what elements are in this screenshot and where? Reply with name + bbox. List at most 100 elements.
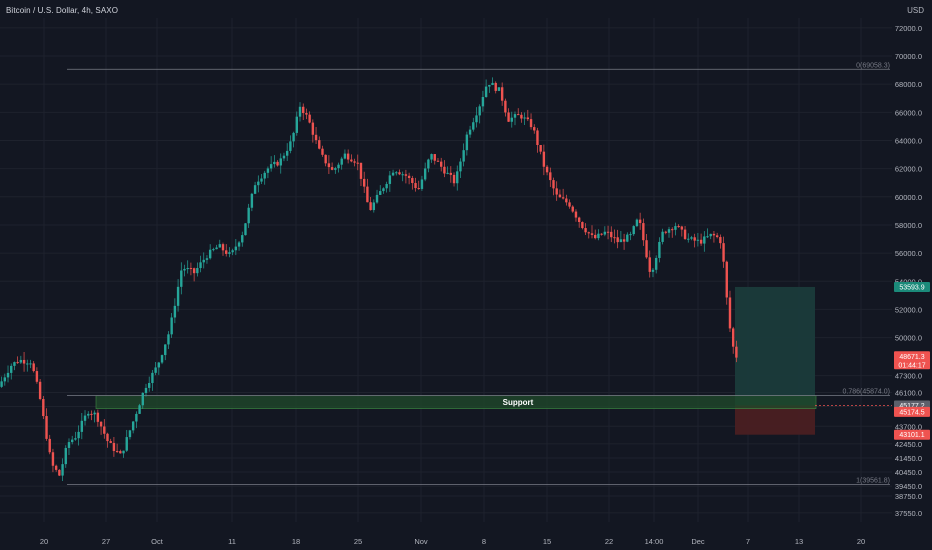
candle-body <box>533 127 536 131</box>
candle-body <box>10 365 13 373</box>
last-price-badge <box>894 351 930 370</box>
candle-body <box>292 132 295 142</box>
candle-body <box>565 198 568 203</box>
fib-0-line-label: 0(69058.3) <box>856 62 890 69</box>
candle-body <box>266 168 270 173</box>
candle-body <box>51 452 55 466</box>
candle-body <box>340 158 343 165</box>
candle-body <box>500 87 504 101</box>
candle-body <box>186 268 189 270</box>
candle-body <box>510 117 513 122</box>
stop-price-badge-text: 45174.5 <box>899 409 924 416</box>
candle-body <box>87 413 90 416</box>
candle-body <box>90 413 93 415</box>
support-zone <box>95 395 817 409</box>
candle-body <box>298 106 302 117</box>
candle-body <box>64 447 67 465</box>
candle-body <box>314 134 318 141</box>
candle-body <box>629 234 632 236</box>
y-tick-label: 43700.0 <box>895 422 922 431</box>
candle-body <box>603 231 607 235</box>
target-zone <box>735 286 815 406</box>
candle-body <box>38 381 42 399</box>
candle-body <box>622 239 626 242</box>
candle-body <box>520 114 523 119</box>
candle-body <box>189 268 193 270</box>
candle-body <box>699 239 703 244</box>
candle-body <box>173 305 177 318</box>
candle-body <box>231 250 234 253</box>
candle-body <box>241 235 244 243</box>
candle-body <box>362 178 366 187</box>
candle-body <box>465 134 469 151</box>
candle-body <box>343 153 347 159</box>
y-tick-label: 52000.0 <box>895 305 922 314</box>
candle-body <box>257 181 260 186</box>
candle-body <box>706 236 709 238</box>
candle-body <box>321 148 324 155</box>
y-tick-label: 62000.0 <box>895 165 922 174</box>
fib-786-line-label: 0.786(45874.0) <box>843 389 890 396</box>
candle-body <box>324 154 327 164</box>
candle-body <box>423 168 427 180</box>
candle-body <box>709 233 712 237</box>
x-tick-label: 11 <box>228 537 236 546</box>
candle-body <box>449 172 453 175</box>
support-label: Support <box>503 398 534 407</box>
candle-body <box>398 172 401 175</box>
candle-body <box>481 96 485 107</box>
candle-body <box>212 249 215 251</box>
candle-body <box>218 244 221 248</box>
candle-body <box>648 257 651 272</box>
candle-body <box>54 465 58 470</box>
candle-body <box>439 161 443 167</box>
x-tick-label: 13 <box>795 537 803 546</box>
candle-body <box>164 344 167 356</box>
candle-body <box>93 412 96 415</box>
x-tick-label: Oct <box>151 537 164 546</box>
x-tick-label: 27 <box>102 537 110 546</box>
candle-body <box>170 317 173 335</box>
candle-body <box>690 237 693 239</box>
y-tick-label: 42450.0 <box>895 440 922 449</box>
candle-body <box>507 112 510 122</box>
candle-body <box>237 242 241 247</box>
candle-body <box>667 229 671 233</box>
candle-body <box>141 392 144 406</box>
y-tick-label: 40450.0 <box>895 468 922 477</box>
candle-body <box>157 362 161 368</box>
y-tick-label: 68000.0 <box>895 80 922 89</box>
candle-body <box>584 228 587 233</box>
candle-body <box>671 229 674 231</box>
candle-body <box>19 359 23 363</box>
candle-body <box>581 222 584 229</box>
candle-body <box>645 240 648 258</box>
y-tick-label: 64000.0 <box>895 136 922 145</box>
candle-body <box>35 371 39 382</box>
y-tick-label: 54000.0 <box>895 277 922 286</box>
candle-body <box>600 233 603 235</box>
candle-body <box>626 234 629 242</box>
candle-body <box>144 387 148 393</box>
stop-loss-badge-text: 43101.1 <box>899 432 924 439</box>
candle-body <box>6 372 10 378</box>
candle-body <box>29 363 32 365</box>
candle-body <box>112 442 116 451</box>
candle-body <box>696 239 700 241</box>
candle-body <box>103 426 106 434</box>
candle-body <box>356 162 359 164</box>
candle-body <box>456 171 459 184</box>
candle-body <box>484 86 488 97</box>
candle-body <box>282 155 286 159</box>
candle-body <box>359 162 363 179</box>
candle-body <box>80 420 84 432</box>
candle-body <box>459 161 462 172</box>
symbol-title[interactable]: Bitcoin / U.S. Dollar, 4h, SAXO <box>6 6 119 15</box>
target-price-badge-text: 53593.9 <box>899 284 924 291</box>
candle-body <box>443 166 446 174</box>
candle-body <box>536 130 539 146</box>
candle-body <box>202 259 205 263</box>
candle-body <box>391 172 395 176</box>
y-tick-label: 70000.0 <box>895 52 922 61</box>
